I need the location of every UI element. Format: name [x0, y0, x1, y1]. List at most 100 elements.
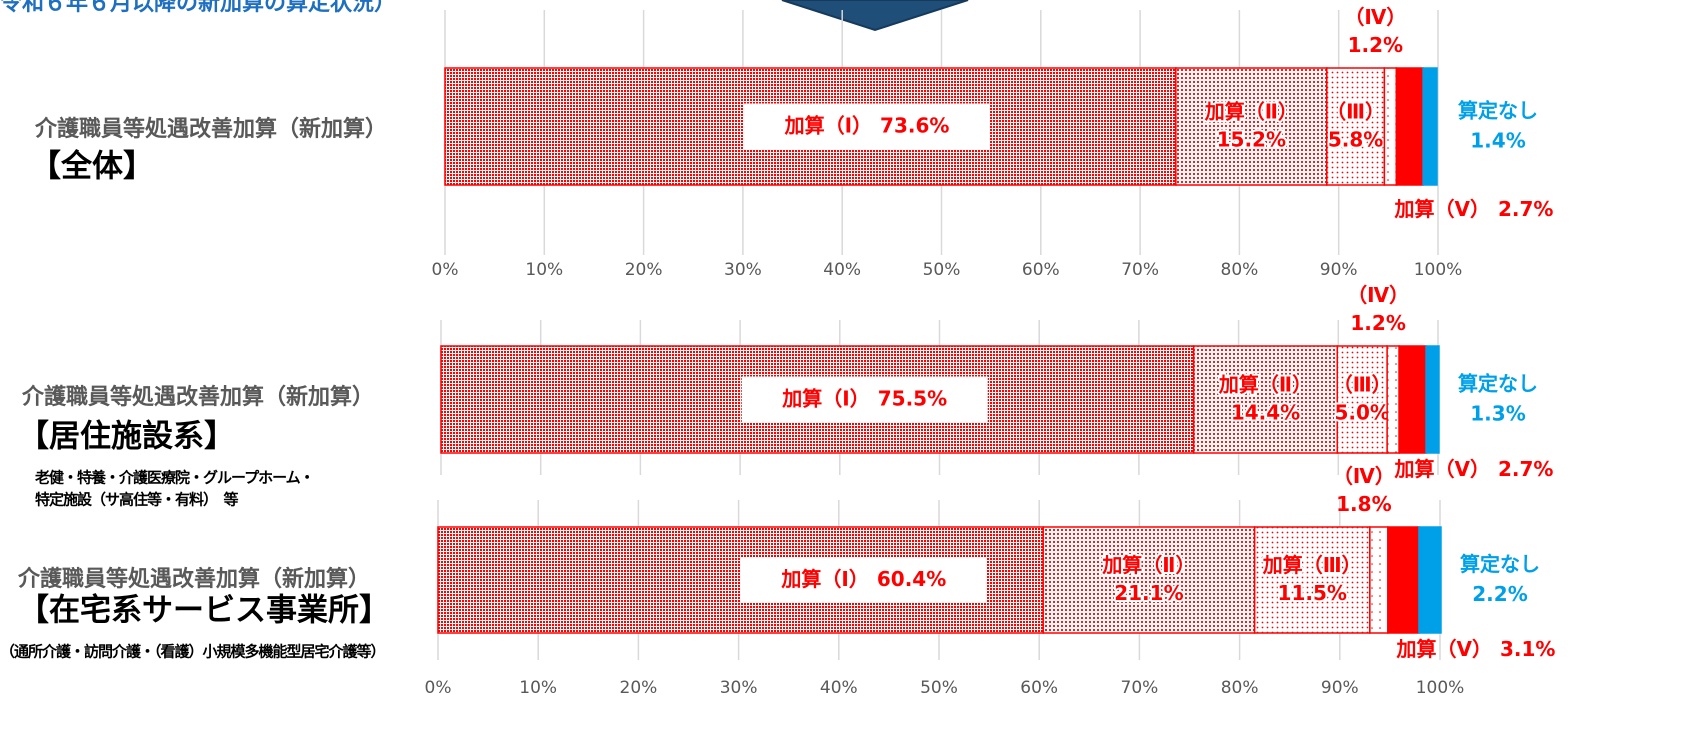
bar-segment [437, 526, 1044, 634]
segment-label: 2.2% [1472, 582, 1527, 606]
bar-segment [1253, 526, 1371, 634]
label-part: 加算（Ⅱ） [1101, 553, 1195, 577]
bar-segment [1042, 526, 1256, 634]
x-tick-label: 40% [823, 260, 861, 280]
segment-label: 11.5% [1278, 581, 1347, 605]
x-tick-label: 20% [625, 260, 663, 280]
label-part: 加算（Ⅴ） [1394, 457, 1490, 481]
x-tick-label: 10% [519, 678, 557, 698]
segment-label: 5.0% [1334, 400, 1389, 424]
label-part: 1.2% [1348, 33, 1403, 57]
category-title: 介護職員等処遇改善加算（新加算） [21, 384, 374, 410]
x-tick-label: 30% [724, 260, 762, 280]
x-tick-label: 90% [1321, 678, 1359, 698]
label-part: 加算（Ⅰ） [784, 113, 872, 137]
segment-label: 加算（Ⅴ） 3.1% [1396, 637, 1556, 661]
category-name: 【在宅系サービス事業所】 [18, 593, 390, 629]
segment-label: 加算（Ⅰ） 60.4% [780, 567, 946, 591]
segment-label: 加算（Ⅱ） [1101, 553, 1195, 577]
bar-segment [1387, 526, 1420, 634]
segment-label: （Ⅲ） [1333, 372, 1392, 396]
segment-label: （Ⅳ） [1347, 283, 1409, 307]
label-part: 60.4% [877, 567, 946, 591]
segment-label: 加算（Ⅴ） 2.7% [1394, 457, 1554, 481]
x-tick-label: 60% [1020, 678, 1058, 698]
x-tick-label: 0% [432, 260, 459, 280]
segment-label: 算定なし [1458, 98, 1538, 122]
category-name: 【居住施設系】 [18, 419, 235, 455]
segment-label: 1.2% [1350, 311, 1405, 335]
bar-segment [1398, 345, 1427, 454]
label-part: （Ⅳ） [1344, 5, 1406, 29]
label-box [744, 103, 991, 150]
label-part: 算定なし [1458, 98, 1538, 122]
label-part: 1.4% [1470, 128, 1525, 152]
label-part: 73.6% [880, 113, 949, 137]
bar-segment [1425, 345, 1440, 454]
x-tick-label: 80% [1221, 678, 1259, 698]
bar-segment [1395, 67, 1424, 186]
bar-segment [1336, 345, 1388, 454]
label-part: 加算（Ⅱ） [1204, 99, 1298, 123]
category-note: 特定施設（サ高住等・有料） 等 [35, 491, 239, 509]
label-part: 算定なし [1458, 371, 1538, 395]
x-tick-label: 0% [425, 678, 452, 698]
category-note: 老健・特養・介護医療院・グループホーム・ [34, 469, 314, 487]
x-tick-label: 90% [1320, 260, 1358, 280]
category-title: 介護職員等処遇改善加算（新加算） [34, 116, 387, 142]
label-part: 加算（Ⅲ） [1262, 553, 1362, 577]
label-part: 2.2% [1472, 582, 1527, 606]
bar-segment [1386, 345, 1400, 454]
page-title: 令和６年６月以降の新加算の算定状況） [0, 0, 396, 16]
x-tick-label: 70% [1121, 260, 1159, 280]
segment-label: 加算（Ⅴ） 2.7% [1394, 197, 1554, 221]
label-part: 加算（Ⅰ） [780, 567, 868, 591]
label-part: 75.5% [878, 386, 947, 410]
label-part: 1.3% [1470, 401, 1525, 425]
label-part: 2.7% [1498, 457, 1553, 481]
segment-label: 21.1% [1114, 581, 1183, 605]
x-tick-label: 30% [720, 678, 758, 698]
charts: 介護職員等処遇改善加算（新加算） 【全体】 0% 10% 20% 30% 40% 50% 60%… [0, 5, 1555, 699]
x-tick-label: 10% [525, 260, 563, 280]
bar-segment [1192, 345, 1339, 454]
category-title: 介護職員等処遇改善加算（新加算） [17, 566, 370, 592]
segment-label: 1.3% [1470, 401, 1525, 425]
segment-label: 加算（Ⅲ） [1262, 553, 1362, 577]
label-part: 15.2% [1217, 127, 1286, 151]
segment-label: 加算（Ⅱ） [1218, 372, 1312, 396]
bar-segment [1418, 526, 1442, 634]
category-name: 【全体】 [30, 149, 154, 185]
bar-segment [1326, 67, 1386, 186]
label-part: 11.5% [1278, 581, 1347, 605]
segment-label: 1.4% [1470, 128, 1525, 152]
x-tick-label: 80% [1221, 260, 1259, 280]
segment-label: 5.8% [1328, 127, 1383, 151]
segment-label: （Ⅲ） [1326, 99, 1385, 123]
label-part: 加算（Ⅰ） [781, 386, 869, 410]
segment-label: 加算（Ⅰ） 73.6% [784, 113, 950, 137]
x-tick-label: 40% [820, 678, 858, 698]
label-box [740, 557, 987, 603]
x-tick-label: 50% [920, 678, 958, 698]
segment-label: （Ⅳ） [1333, 464, 1395, 488]
label-part: 1.8% [1336, 492, 1391, 516]
segment-label: 算定なし [1458, 371, 1538, 395]
x-tick-label: 100% [1414, 260, 1463, 280]
segment-label: 15.2% [1217, 127, 1286, 151]
segment-label: （Ⅳ） [1344, 5, 1406, 29]
x-tick-label: 50% [923, 260, 961, 280]
label-part: 加算（Ⅴ） [1396, 637, 1492, 661]
segment-label: 加算（Ⅰ） 75.5% [781, 386, 947, 410]
segment-label: 算定なし [1460, 552, 1540, 576]
bar-segment [1383, 67, 1398, 186]
bar-segment [1369, 526, 1389, 634]
label-part: 5.0% [1334, 400, 1389, 424]
label-part: （Ⅲ） [1333, 372, 1392, 396]
segment-label: 1.2% [1348, 33, 1403, 57]
label-part: 算定なし [1460, 552, 1540, 576]
label-part: 3.1% [1500, 637, 1555, 661]
label-part: 2.7% [1498, 197, 1553, 221]
segment-label: 1.8% [1336, 492, 1391, 516]
